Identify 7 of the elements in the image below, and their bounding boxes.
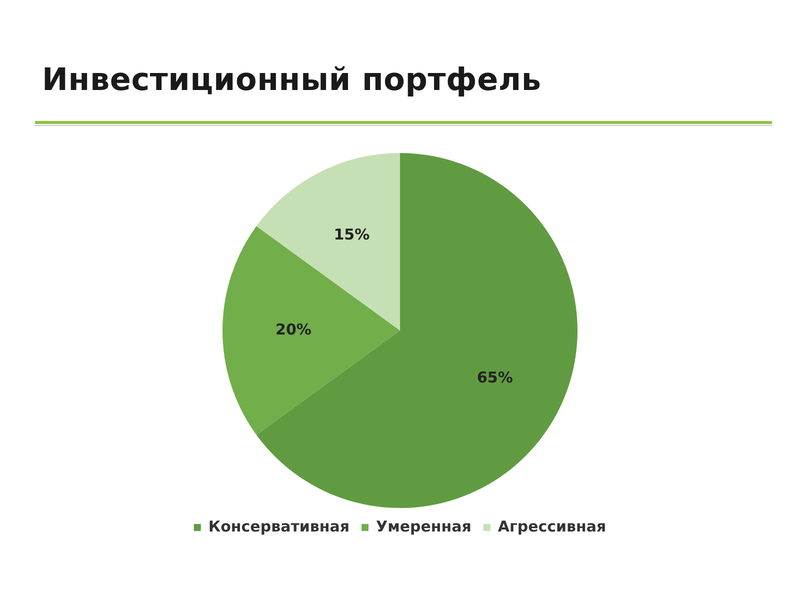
chart-title: Инвестиционный портфель	[42, 62, 542, 98]
data-label: 15%	[334, 226, 370, 244]
data-label: 65%	[476, 368, 513, 387]
legend-label: Умеренная	[376, 517, 472, 536]
legend-label: Консервативная	[208, 517, 350, 536]
data-label: 20%	[276, 320, 312, 338]
legend-label: Агрессивная	[498, 517, 606, 536]
